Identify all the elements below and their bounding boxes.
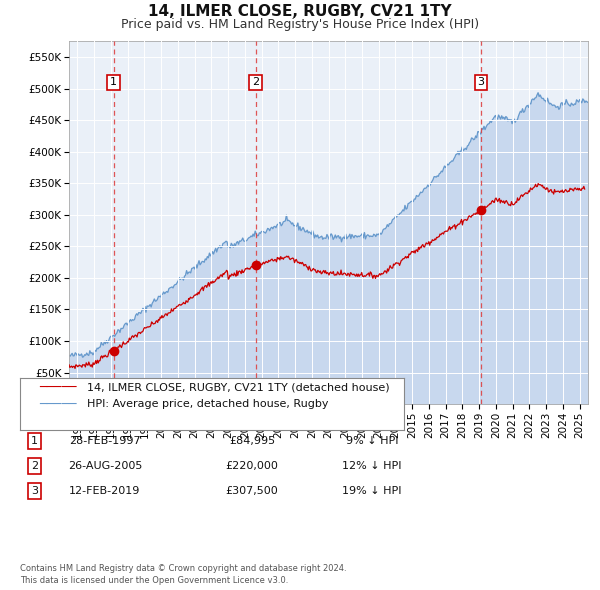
Text: 2: 2 bbox=[252, 77, 259, 87]
Text: 26-AUG-2005: 26-AUG-2005 bbox=[68, 461, 142, 471]
Text: 14, ILMER CLOSE, RUGBY, CV21 1TY (detached house): 14, ILMER CLOSE, RUGBY, CV21 1TY (detach… bbox=[87, 383, 389, 392]
Text: 1: 1 bbox=[110, 77, 117, 87]
Text: 12% ↓ HPI: 12% ↓ HPI bbox=[342, 461, 402, 471]
Text: Price paid vs. HM Land Registry's House Price Index (HPI): Price paid vs. HM Land Registry's House … bbox=[121, 18, 479, 31]
Text: 19% ↓ HPI: 19% ↓ HPI bbox=[342, 486, 402, 496]
Text: 2: 2 bbox=[31, 461, 38, 471]
Text: 1: 1 bbox=[31, 437, 38, 446]
Text: ─────: ───── bbox=[39, 398, 77, 411]
Text: HPI: Average price, detached house, Rugby: HPI: Average price, detached house, Rugb… bbox=[87, 399, 329, 409]
Text: Contains HM Land Registry data © Crown copyright and database right 2024.
This d: Contains HM Land Registry data © Crown c… bbox=[20, 565, 346, 585]
Text: £220,000: £220,000 bbox=[226, 461, 278, 471]
Text: 9% ↓ HPI: 9% ↓ HPI bbox=[346, 437, 398, 446]
Text: ─────: ───── bbox=[39, 381, 77, 394]
Text: 14, ILMER CLOSE, RUGBY, CV21 1TY: 14, ILMER CLOSE, RUGBY, CV21 1TY bbox=[148, 4, 452, 19]
Text: 12-FEB-2019: 12-FEB-2019 bbox=[70, 486, 140, 496]
Text: 3: 3 bbox=[478, 77, 485, 87]
Text: 3: 3 bbox=[31, 486, 38, 496]
Text: 28-FEB-1997: 28-FEB-1997 bbox=[69, 437, 141, 446]
Text: £84,995: £84,995 bbox=[229, 437, 275, 446]
Text: £307,500: £307,500 bbox=[226, 486, 278, 496]
